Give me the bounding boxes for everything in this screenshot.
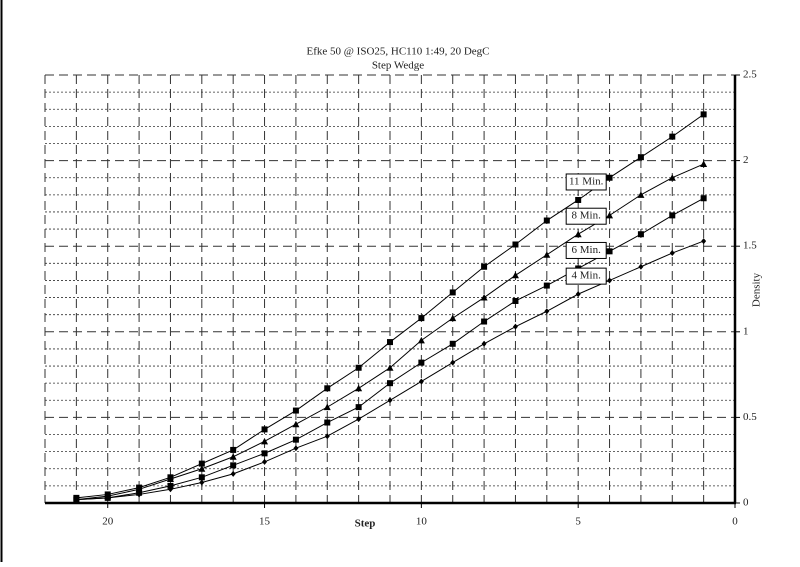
data-point [481,263,488,270]
y-tick-label: 0 [743,497,749,509]
data-point [511,271,519,279]
data-point [167,482,174,489]
chart-title: Efke 50 @ ISO25, HC110 1:49, 20 DegC [307,46,490,58]
series-label-box [565,207,607,225]
data-point [669,250,675,257]
data-point [261,450,268,457]
data-point [417,336,425,344]
data-point [575,196,582,203]
data-point [198,465,206,472]
x-tick-label: 10 [416,516,428,528]
data-point [73,496,79,503]
data-point [230,446,237,453]
data-point [355,384,363,392]
data-point [669,212,676,219]
data-point [606,211,614,219]
x-tick-label: 5 [575,516,581,528]
data-point [607,277,613,284]
data-point [449,289,456,296]
y-tick-label: 2 [743,154,749,166]
data-point [700,160,708,168]
y-tick-label: 1.5 [743,240,757,252]
data-point [262,458,268,465]
series-label-box [565,241,607,259]
data-point [292,407,299,414]
data-point [261,426,268,433]
data-point [136,491,142,498]
series-label: 4 Min. [572,270,602,282]
series-label: 11 Min. [569,176,604,188]
data-point [230,462,237,469]
data-point [574,230,582,238]
data-point [668,174,676,181]
data-point [166,475,174,483]
data-point [418,359,425,366]
data-point [386,364,394,371]
data-point [418,315,425,322]
data-point [481,318,488,325]
data-point [324,433,330,440]
data-point [229,453,237,460]
data-point [512,241,519,248]
x-tick-label: 20 [102,516,114,528]
data-point [449,340,456,347]
data-point [355,404,362,411]
data-point [387,380,393,387]
data-point [701,238,707,245]
data-point [105,494,111,501]
data-point [606,248,613,255]
y-tick-label: 1 [743,325,749,337]
y-tick-label: 0.5 [743,411,757,423]
series-label: 6 Min. [572,244,602,256]
data-point [700,111,707,118]
data-point [544,308,550,315]
data-point [261,437,269,445]
data-point [199,479,205,486]
data-point [543,251,551,258]
data-point [637,154,644,161]
data-point [356,416,362,423]
data-point [638,263,644,270]
data-point [512,297,519,304]
data-point [450,359,456,366]
data-point [700,195,707,202]
data-point [324,385,331,392]
data-point [292,436,299,443]
data-point [575,291,581,298]
x-tick-label: 15 [259,516,271,528]
data-point [543,217,550,224]
data-point [198,474,205,481]
data-point [323,403,331,411]
data-point [198,460,205,467]
y-axis-label: Density [751,272,763,307]
data-point [606,174,613,181]
data-point [481,340,487,347]
data-point [230,470,236,477]
data-point [637,191,645,198]
data-point [167,486,173,493]
data-point [543,282,550,289]
y-tick-label: 2.5 [743,69,757,81]
data-point [512,323,518,330]
data-point [449,314,457,322]
chart-subtitle: Step Wedge [372,60,424,72]
data-point [324,419,331,426]
data-point [292,420,300,428]
series-label-box [565,173,607,191]
data-point [480,294,488,301]
data-point [387,339,393,346]
series-label: 8 Min. [572,210,602,222]
data-point [355,364,362,371]
x-axis-label: Step [355,518,376,530]
data-point [293,445,299,452]
series-label-box [565,267,607,285]
data-point [387,397,393,404]
data-point [637,231,644,238]
data-point [418,378,424,385]
data-point [669,133,676,140]
x-tick-label: 0 [732,516,738,528]
